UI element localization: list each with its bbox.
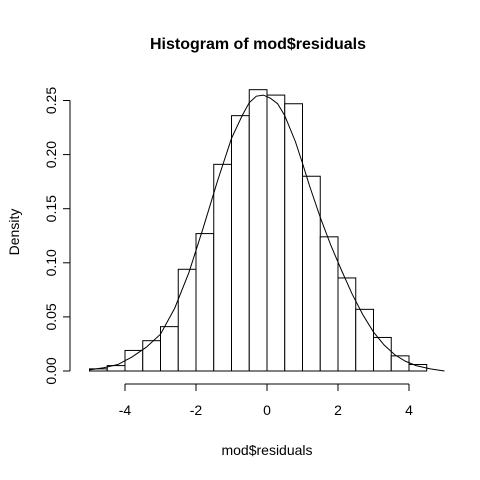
histogram-bar <box>302 175 321 372</box>
histogram-bar <box>337 277 357 372</box>
y-tick-label: 0.25 <box>43 87 59 114</box>
histogram-bar <box>248 89 268 372</box>
y-tick-label: 0.00 <box>43 357 59 384</box>
y-tick-label: 0.05 <box>43 303 59 330</box>
density-curve-group <box>89 94 445 372</box>
density-curve <box>89 94 445 372</box>
chart-title: Histogram of mod$residuals <box>150 36 366 53</box>
x-tick-label: -4 <box>119 402 132 418</box>
y-axis: 0.00 0.05 0.10 0.15 0.20 0.25 <box>43 87 71 385</box>
histogram-bar <box>177 268 197 372</box>
y-tick-label: 0.20 <box>43 141 59 168</box>
x-tick-label: -2 <box>190 402 203 418</box>
histogram-bar <box>390 355 410 372</box>
histogram-bar <box>231 115 250 372</box>
x-axis: -4 -2 0 2 4 <box>119 383 413 418</box>
y-tick-label: 0.15 <box>43 195 59 222</box>
histogram-bar <box>213 163 232 372</box>
x-tick-label: 2 <box>334 402 342 418</box>
histogram-bar <box>284 103 303 372</box>
x-tick-label: 0 <box>263 402 271 418</box>
x-axis-label: mod$residuals <box>221 442 312 458</box>
histogram-bars <box>89 89 428 372</box>
histogram-bar <box>142 340 161 372</box>
histogram-bar <box>355 308 374 372</box>
histogram-bar <box>266 94 286 372</box>
histogram-bar <box>124 349 144 372</box>
y-tick-label: 0.10 <box>43 249 59 276</box>
x-tick-label: 4 <box>405 402 413 418</box>
histogram-bar <box>195 233 215 372</box>
histogram-bar <box>373 336 392 372</box>
y-axis-label: Density <box>6 209 22 256</box>
histogram-bar <box>160 326 179 372</box>
